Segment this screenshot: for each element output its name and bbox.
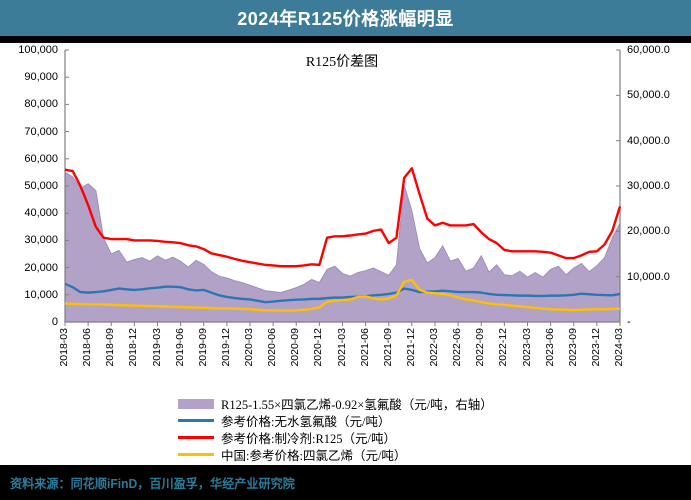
x-axis-label: 2020-09 bbox=[289, 328, 302, 367]
left-axis-label: 50,000 bbox=[24, 180, 58, 192]
chart-plot bbox=[64, 49, 622, 326]
legend-item: 参考价格:无水氢氟酸（元/吨） bbox=[178, 412, 493, 429]
source-text: 资料来源：同花顺iFinD，百川盈孚，华经产业研究院 bbox=[10, 477, 295, 491]
left-axis-label: 70,000 bbox=[24, 125, 58, 138]
legend-swatch-line bbox=[178, 419, 214, 422]
legend-swatch-line bbox=[178, 453, 214, 456]
x-axis-label: 2022-09 bbox=[474, 328, 487, 367]
footer-bar: 资料来源：同花顺iFinD，百川盈孚，华经产业研究院 bbox=[0, 465, 691, 500]
legend-swatch-area bbox=[178, 398, 214, 409]
legend: R125-1.55×四氯乙烯-0.92×氢氟酸（元/吨，右轴） 参考价格:无水氢氟… bbox=[178, 395, 493, 463]
right-axis-label: 20,000.0 bbox=[627, 225, 670, 238]
x-axis-label: 2018-06 bbox=[81, 328, 94, 367]
x-axis-label: 2023-06 bbox=[543, 328, 556, 367]
x-axis-label: 2018-12 bbox=[127, 328, 140, 367]
legend-label: 中国:参考价格:四氯乙烯（元/吨） bbox=[221, 449, 407, 463]
left-axis-label: 60,000 bbox=[24, 152, 58, 165]
x-axis-label: 2020-06 bbox=[266, 328, 279, 367]
x-axis-label: 2021-12 bbox=[404, 328, 417, 367]
left-axis-label: 30,000 bbox=[24, 234, 58, 247]
legend-item: R125-1.55×四氯乙烯-0.92×氢氟酸（元/吨，右轴） bbox=[178, 395, 493, 412]
x-axis-label: 2020-03 bbox=[243, 328, 255, 367]
x-axis-label: 2019-12 bbox=[219, 328, 232, 367]
series-line-2 bbox=[64, 278, 621, 312]
left-axis-label: 20,000 bbox=[24, 261, 58, 274]
left-axis-label: 90,000 bbox=[24, 71, 58, 84]
x-axis-label: 2021-03 bbox=[335, 328, 348, 367]
x-axis-label: 2022-03 bbox=[428, 328, 440, 367]
left-axis-label: 10,000 bbox=[24, 288, 58, 301]
right-axis-label: 40,000.0 bbox=[627, 134, 670, 147]
legend-label: 参考价格:制冷剂:R125（元/吨） bbox=[221, 432, 397, 446]
right-axis-label: 60,000.0 bbox=[627, 44, 670, 56]
legend-label: 参考价格:无水氢氟酸（元/吨） bbox=[221, 415, 391, 429]
series-line-1 bbox=[64, 167, 622, 268]
legend-swatch-line bbox=[178, 436, 214, 439]
x-axis-label: 2019-09 bbox=[196, 328, 209, 367]
x-axis-label: 2018-09 bbox=[104, 328, 117, 367]
x-axis-label: 2022-06 bbox=[451, 328, 464, 367]
x-axis-label: 2019-03 bbox=[150, 328, 163, 367]
x-axis-label: 2022-12 bbox=[497, 328, 510, 367]
right-axis-label: 30,000.0 bbox=[627, 180, 670, 192]
legend-item: 中国:参考价格:四氯乙烯（元/吨） bbox=[178, 446, 493, 463]
x-axis-label: 2023-03 bbox=[520, 328, 533, 367]
x-axis-label: 2024-03 bbox=[613, 328, 625, 367]
x-axis-label: 2018-03 bbox=[58, 328, 70, 367]
chart-title: R125价差图 bbox=[305, 55, 379, 70]
chart-panel: R125价差图 100,000 90,000 80,000 70,000 60,000 5… bbox=[0, 43, 691, 465]
right-axis-label: 50,000.0 bbox=[627, 89, 670, 102]
left-axis-label: 100,000 bbox=[18, 44, 58, 56]
left-axis-label: 0 bbox=[51, 316, 58, 328]
x-axis-label: 2021-06 bbox=[358, 328, 371, 367]
right-axis-label: 10,000.0 bbox=[627, 270, 670, 283]
x-axis-label: 2023-09 bbox=[566, 328, 579, 367]
left-axis-label: 40,000 bbox=[24, 207, 58, 220]
series-line-0 bbox=[64, 282, 621, 304]
page-title: 2024年R125价格涨幅明显 bbox=[237, 9, 454, 29]
right-axis-label: - bbox=[627, 316, 631, 328]
legend-label: R125-1.55×四氯乙烯-0.92×氢氟酸（元/吨，右轴） bbox=[221, 398, 493, 412]
left-axis-label: 80,000 bbox=[24, 98, 58, 111]
header-bar: 2024年R125价格涨幅明显 bbox=[0, 0, 691, 36]
x-axis-label: 2021-09 bbox=[381, 328, 394, 367]
legend-item: 参考价格:制冷剂:R125（元/吨） bbox=[178, 429, 493, 446]
x-axis-label: 2023-12 bbox=[589, 328, 602, 367]
x-axis-label: 2020-12 bbox=[312, 328, 325, 367]
x-axis-label: 2019-06 bbox=[173, 328, 186, 367]
series-area bbox=[64, 171, 621, 323]
